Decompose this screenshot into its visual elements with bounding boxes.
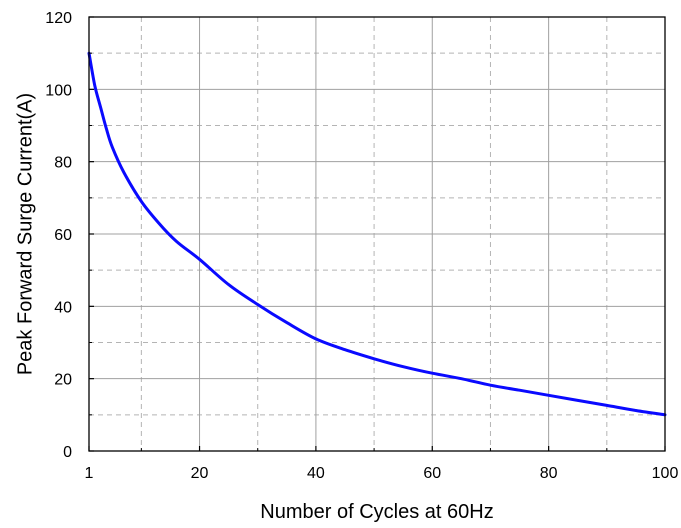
y-axis-title: Peak Forward Surge Current(A) (14, 93, 36, 375)
series-line (87, 51, 667, 417)
x-tick-label: 60 (423, 465, 441, 482)
y-tick-label: 60 (54, 227, 72, 244)
axis-ticks (88, 16, 666, 452)
x-tick-label: 80 (540, 465, 558, 482)
series-group (87, 51, 667, 417)
y-tick-label: 120 (45, 10, 72, 27)
x-tick-label: 100 (652, 465, 679, 482)
y-tick-label: 40 (54, 299, 72, 316)
y-tick-labels: 0 20 40 60 80 100 120 (45, 10, 72, 461)
y-tick-label: 20 (54, 372, 72, 389)
x-tick-label: 40 (307, 465, 325, 482)
x-axis-title: Number of Cycles at 60Hz (260, 501, 493, 523)
y-tick-label: 0 (63, 444, 72, 461)
major-grid (89, 17, 665, 451)
x-tick-label: 1 (85, 465, 94, 482)
x-tick-labels: 1 20 40 60 80 100 (85, 465, 679, 482)
y-tick-label: 80 (54, 155, 72, 172)
x-tick-label: 20 (191, 465, 209, 482)
y-tick-label: 100 (45, 82, 72, 99)
